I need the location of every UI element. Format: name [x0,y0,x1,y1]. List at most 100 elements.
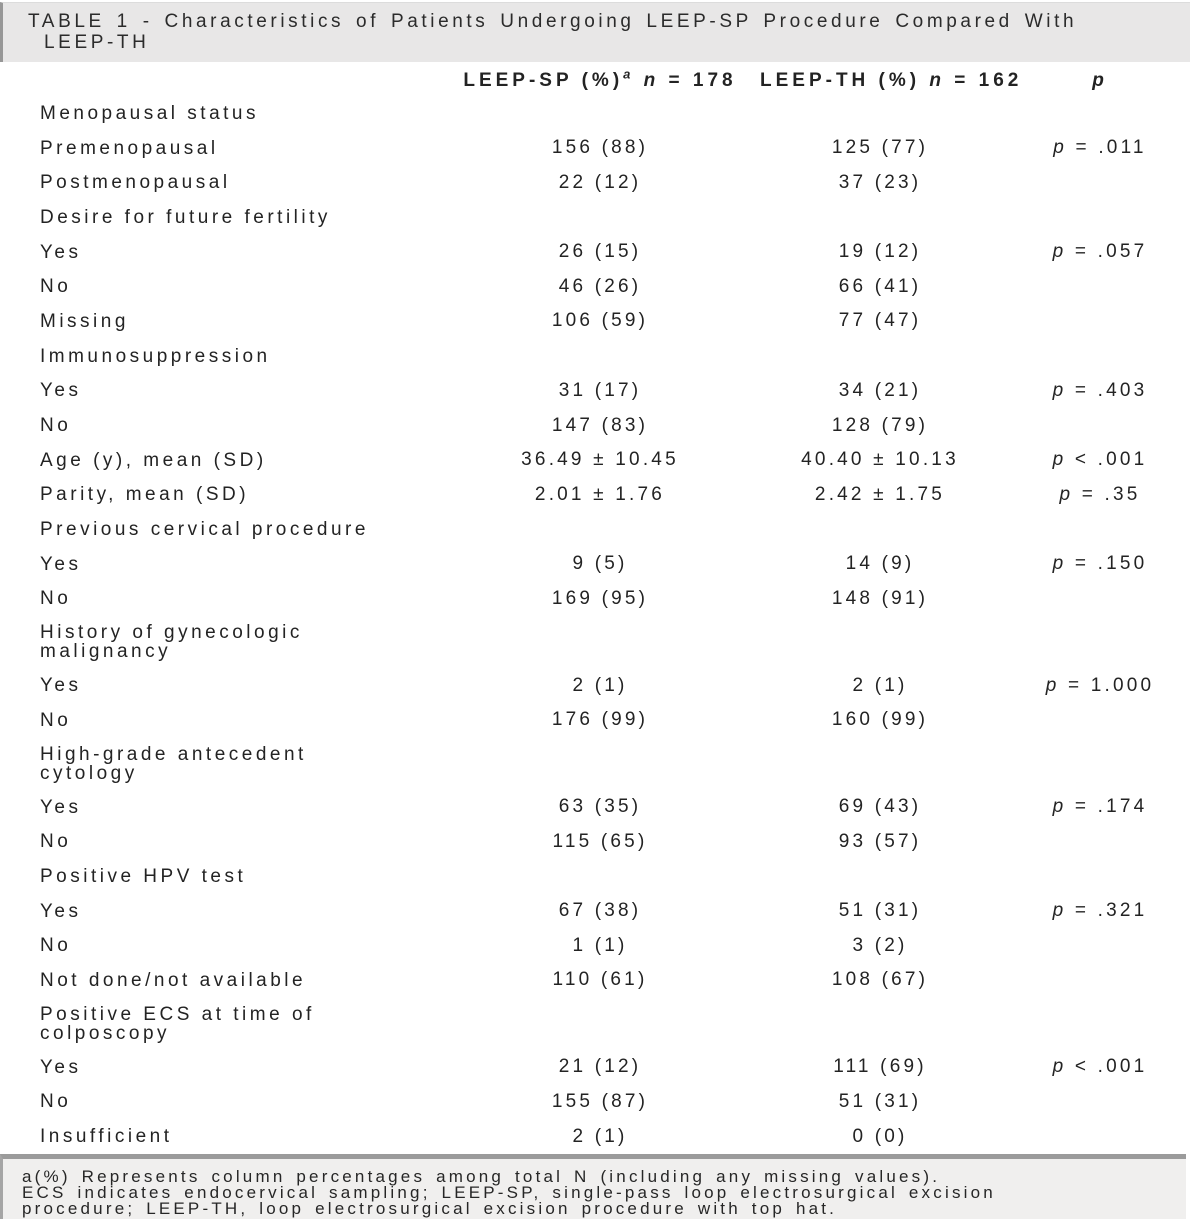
leep-sp-value: 2.01 ± 1.76 [534,483,666,505]
leep-sp-value: 26 (15) [558,241,642,263]
table-row: Yes 21 (12) 111 (69) p < .001 [0,1050,1200,1085]
row-label: No [40,935,72,957]
leep-th-header-label: LEEP-TH (%) [760,70,921,91]
footnote-marker-a: a [623,66,635,82]
table-row: No 1 (1) 3 (2) [0,928,1200,963]
table-row: Insufficient 2 (1) 0 (0) [0,1119,1200,1154]
table-body: Menopausal status Premenopausal 156 (88)… [0,96,1200,1154]
footnote: a(%) Represents column percentages among… [0,1153,1186,1219]
leep-sp-header-label: LEEP-SP (%) [463,70,624,91]
leep-th-value: 3 (2) [852,934,908,956]
leep-th-value: 19 (12) [838,241,922,263]
p-symbol: p [1092,70,1108,91]
leep-th-value: 69 (43) [838,796,922,818]
leep-th-value: 77 (47) [838,310,922,332]
row-label: Previous cervical procedure [40,519,369,541]
table-row: Missing 106 (59) 77 (47) [0,304,1200,339]
row-label: Yes [40,796,82,818]
leep-th-n-value: = 162 [954,70,1023,91]
leep-sp-value: 67 (38) [558,900,642,922]
table-row: Previous cervical procedure [0,512,1200,547]
column-header-p: p [1000,70,1200,92]
leep-sp-value: 147 (83) [551,414,649,436]
leep-sp-value: 1 (1) [572,934,628,956]
column-header-row: LEEP-SP (%)a n = 178 LEEP-TH (%) n = 162… [0,66,1200,96]
p-value: p < .001 [1052,1056,1148,1078]
n-symbol: n [643,70,660,91]
row-label: Desire for future fertility [40,206,331,228]
row-label: Yes [40,1056,82,1078]
row-label: Immunosuppression [40,345,271,367]
row-label: History of gynecologic malignancy [40,622,303,663]
leep-th-value: 40.40 ± 10.13 [801,449,959,471]
leep-sp-value: 2 (1) [572,1125,628,1147]
leep-sp-value: 2 (1) [572,674,628,696]
p-value: p = .057 [1052,241,1148,263]
row-label: Insufficient [40,1126,173,1148]
leep-sp-value: 21 (12) [558,1056,642,1078]
p-value: p = 1.000 [1045,674,1155,696]
leep-th-value: 37 (23) [838,171,922,193]
table-row: Yes 31 (17) 34 (21) p = .403 [0,374,1200,409]
row-label: No [40,831,72,853]
leep-sp-value: 31 (17) [558,379,642,401]
footnote-line: ECS indicates endocervical sampling; LEE… [22,1182,996,1202]
leep-th-value: 148 (91) [831,587,929,609]
table-row: No 176 (99) 160 (99) [0,703,1200,738]
leep-sp-value: 176 (99) [551,709,649,731]
p-value: p = .150 [1052,553,1148,575]
table-row: No 169 (95) 148 (91) [0,582,1200,617]
table-row: Yes 63 (35) 69 (43) p = .174 [0,790,1200,825]
table-row: No 115 (65) 93 (57) [0,824,1200,859]
table-row: Parity, mean (SD) 2.01 ± 1.76 2.42 ± 1.7… [0,478,1200,513]
footnote-line: procedure; LEEP-TH, loop electrosurgical… [22,1198,838,1218]
leep-th-value: 108 (67) [831,969,929,991]
row-label: Missing [40,310,129,332]
row-label: No [40,588,72,610]
table-row: No 155 (87) 51 (31) [0,1085,1200,1120]
leep-th-value: 0 (0) [852,1125,908,1147]
p-value: p = .321 [1052,900,1148,922]
row-label: Premenopausal [40,137,219,159]
leep-sp-value: 22 (12) [558,171,642,193]
column-header-leep-sp: LEEP-SP (%)a n = 178 [440,66,760,92]
row-label: Positive HPV test [40,865,247,887]
leep-sp-value: 169 (95) [551,587,649,609]
table-row: History of gynecologic malignancy [0,616,1200,668]
row-label: Yes [40,380,82,402]
footnote-line: a(%) Represents column percentages among… [22,1166,941,1186]
p-value: p < .001 [1052,449,1148,471]
leep-sp-value: 46 (26) [558,275,642,297]
table-row: Postmenopausal 22 (12) 37 (23) [0,165,1200,200]
table-row: Yes 26 (15) 19 (12) p = .057 [0,235,1200,270]
row-label: Postmenopausal [40,172,231,194]
leep-th-value: 51 (31) [838,900,922,922]
row-label: High-grade antecedent cytology [40,743,307,784]
leep-sp-value: 115 (65) [552,830,648,852]
row-label: No [40,1091,72,1113]
leep-sp-value: 63 (35) [558,796,642,818]
p-value: p = .403 [1052,379,1148,401]
table-row: Age (y), mean (SD) 36.49 ± 10.45 40.40 ±… [0,443,1200,478]
leep-th-value: 160 (99) [831,709,929,731]
leep-th-value: 66 (41) [838,275,922,297]
table-row: Positive HPV test [0,859,1200,894]
leep-th-value: 93 (57) [838,830,922,852]
n-symbol: n [929,70,945,91]
table-row: No 46 (26) 66 (41) [0,269,1200,304]
p-value: p = .174 [1052,796,1148,818]
table-row: Yes 67 (38) 51 (31) p = .321 [0,894,1200,929]
leep-sp-value: 106 (59) [551,310,649,332]
leep-th-value: 51 (31) [838,1090,922,1112]
row-label: Age (y), mean (SD) [40,449,267,471]
row-label: Yes [40,900,82,922]
row-label: Positive ECS at time of colposcopy [40,1003,315,1044]
row-label: Parity, mean (SD) [40,484,250,506]
table-row: High-grade antecedent cytology [0,738,1200,790]
leep-th-value: 111 (69) [833,1056,927,1078]
leep-th-value: 2 (1) [852,674,908,696]
leep-sp-value: 155 (87) [551,1090,649,1112]
leep-sp-value: 156 (88) [551,137,649,159]
leep-th-value: 128 (79) [831,414,929,436]
